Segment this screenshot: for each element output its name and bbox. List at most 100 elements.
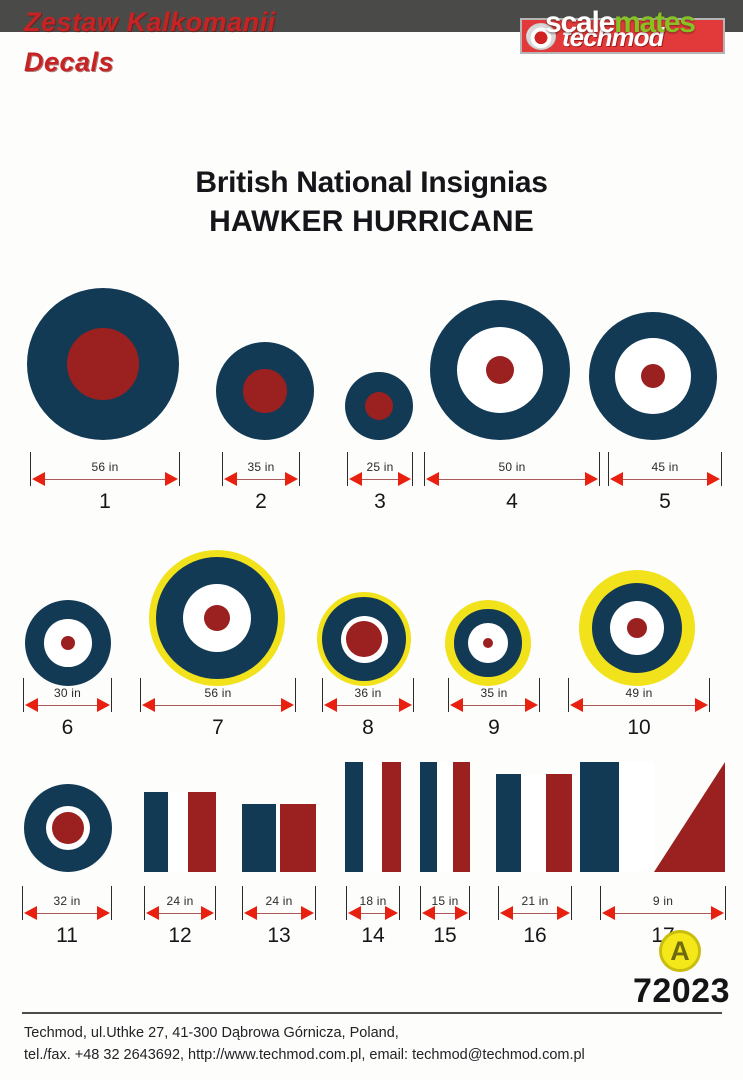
decal-roundel-10[interactable] — [579, 570, 695, 686]
dimension-line — [38, 479, 172, 480]
flash-stripe-white — [437, 762, 453, 872]
dimension-line — [506, 913, 564, 914]
dimension-tick-left — [600, 886, 601, 920]
item-number: 5 — [659, 490, 671, 513]
arrow-right-icon — [707, 472, 720, 486]
flash-stripe-navy — [345, 762, 364, 872]
dimension-label: 9 in — [652, 894, 674, 908]
item-number: 13 — [267, 924, 291, 947]
dimension-line — [355, 479, 405, 480]
dimension-line — [432, 479, 592, 480]
arrow-left-icon — [610, 472, 623, 486]
item-number: 6 — [61, 716, 74, 739]
dimension-tick-right — [315, 886, 316, 920]
flash-stripe-navy — [580, 762, 620, 872]
dimension-tick-left — [30, 452, 31, 486]
arrow-right-icon — [201, 906, 214, 920]
arrow-right-icon — [165, 472, 178, 486]
dimension-tick-right — [215, 886, 216, 920]
dimension-tick-left — [424, 452, 425, 486]
product-code: 72023 — [632, 972, 730, 1010]
flash-stripe-white — [363, 762, 382, 872]
decal-roundel-6[interactable] — [25, 600, 111, 686]
flash-stripe-navy — [420, 762, 437, 872]
arrow-left-icon — [142, 698, 155, 712]
dimension-tick-right — [111, 678, 112, 712]
item-number: 11 — [56, 924, 78, 947]
dimension-tick-left — [346, 886, 347, 920]
arrow-right-icon — [711, 906, 724, 920]
dimension-tick-left — [23, 678, 24, 712]
item-number: 8 — [362, 716, 374, 739]
dimension-tick-left — [22, 886, 23, 920]
arrow-right-icon — [285, 472, 298, 486]
arrow-left-icon — [349, 472, 362, 486]
polish-title: Zestaw Kalkomanii — [24, 7, 276, 37]
decal-roundel-9[interactable] — [445, 600, 531, 686]
dimension-tick-left — [222, 452, 223, 486]
item-number: 14 — [361, 924, 385, 947]
arrow-left-icon — [224, 472, 237, 486]
flash-stripe-red — [453, 762, 470, 872]
sheet-heading: British National Insignias HAWKER HURRIC… — [0, 166, 743, 239]
footer-line-1: Techmod, ul.Uthke 27, 41-300 Dąbrowa Gór… — [24, 1025, 399, 1041]
decal-roundel-7[interactable] — [149, 550, 285, 686]
arrow-right-icon — [399, 698, 412, 712]
decal-fin-flash-14[interactable] — [345, 762, 401, 872]
dimension-tick-left — [448, 678, 449, 712]
arrow-right-icon — [695, 698, 708, 712]
dimension-tick-left — [322, 678, 323, 712]
decal-roundel-3[interactable] — [345, 372, 413, 440]
flash-stripe-red — [279, 804, 316, 872]
decal-roundel-5[interactable] — [589, 312, 717, 440]
dimension-tick-right — [599, 452, 600, 486]
dimension-label: 24 in — [166, 894, 194, 908]
decal-roundel-11[interactable] — [24, 784, 112, 872]
item-number: 7 — [212, 716, 224, 739]
flash-stripe-red — [654, 762, 726, 872]
dimension-label: 18 in — [359, 894, 387, 908]
item-number: 3 — [374, 490, 386, 513]
arrow-right-icon — [97, 698, 110, 712]
roundel-ring-red — [243, 369, 287, 413]
arrow-right-icon — [455, 906, 468, 920]
decal-fin-flash-17[interactable] — [580, 762, 726, 872]
roundel-ring-red — [67, 328, 139, 400]
decal-roundel-8[interactable] — [317, 592, 411, 686]
arrow-right-icon — [557, 906, 570, 920]
item-number: 16 — [523, 924, 547, 947]
arrow-left-icon — [426, 472, 439, 486]
decal-fin-flash-13[interactable] — [242, 804, 316, 872]
dimension-7: 56 in 7 — [140, 678, 296, 739]
arrow-left-icon — [244, 906, 257, 920]
dimension-11: 32 in 11 — [22, 886, 112, 947]
roundel-ring-red — [364, 391, 394, 421]
decal-roundel-1[interactable] — [27, 288, 179, 440]
roundel-ring-red — [640, 363, 666, 389]
arrow-right-icon — [385, 906, 398, 920]
dimension-line — [456, 705, 532, 706]
roundel-ring-red — [60, 635, 76, 651]
dimension-tick-left — [608, 452, 609, 486]
dimension-tick-left — [347, 452, 348, 486]
item-number: 12 — [168, 924, 192, 947]
dimension-tick-left — [568, 678, 569, 712]
dimension-16: 21 in 16 — [498, 886, 572, 947]
decal-fin-flash-12[interactable] — [144, 792, 216, 872]
decal-fin-flash-15[interactable] — [420, 762, 470, 872]
dimension-tick-right — [295, 678, 296, 712]
decal-fin-flash-16[interactable] — [496, 774, 572, 872]
decal-roundel-2[interactable] — [216, 342, 314, 440]
dimension-tick-right — [399, 886, 400, 920]
dimension-line — [576, 705, 702, 706]
arrow-right-icon — [281, 698, 294, 712]
item-number: 1 — [99, 490, 111, 513]
flash-stripe-navy — [242, 804, 277, 872]
dimension-label: 15 in — [431, 894, 459, 908]
decal-roundel-4[interactable] — [430, 300, 570, 440]
roundel-ring-red — [482, 637, 494, 649]
dimension-tick-right — [179, 452, 180, 486]
arrow-right-icon — [585, 472, 598, 486]
dimension-tick-right — [111, 886, 112, 920]
